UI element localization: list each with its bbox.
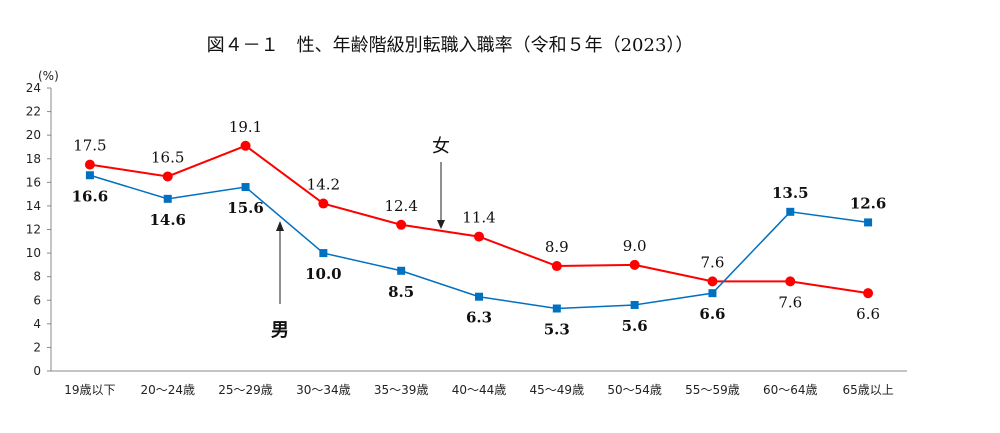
data-point-female (162, 171, 173, 182)
data-point-female (474, 231, 484, 242)
series-line-male (89, 174, 869, 310)
annotation-male: 男 (271, 320, 289, 341)
data-label-female: 16.5 (151, 148, 184, 166)
arrow-female-head (437, 220, 445, 229)
y-tick-label: 24 (26, 81, 41, 95)
data-point-male (630, 300, 639, 309)
data-point-female (318, 198, 329, 209)
data-label-male: 5.6 (622, 317, 648, 335)
data-point-male (864, 218, 873, 227)
data-point-male (319, 249, 328, 258)
data-point-male (397, 266, 406, 275)
data-point-male (163, 194, 172, 203)
data-label-male: 5.3 (544, 321, 570, 339)
x-tick-label: 45～49歳 (530, 383, 585, 397)
data-point-male (786, 207, 795, 216)
data-label-male: 6.6 (699, 305, 725, 323)
data-point-female (707, 276, 718, 287)
y-tick-label: 6 (33, 293, 41, 307)
chart-title: 図４－１ 性、年齢階級別転職入職率（令和５年（2023）） (207, 35, 694, 56)
data-point-male (552, 304, 561, 313)
x-tick-label: 35～39歳 (374, 383, 429, 397)
y-tick-label: 0 (33, 364, 41, 378)
data-label-male: 10.0 (305, 265, 342, 283)
data-point-female (785, 276, 796, 287)
data-label-female: 19.1 (229, 118, 262, 136)
x-tick-label: 20～24歳 (140, 383, 195, 397)
data-point-male (475, 292, 483, 301)
data-point-female (629, 259, 640, 270)
y-tick-label: 8 (33, 270, 41, 284)
x-tick-label: 19歳以下 (64, 383, 115, 397)
data-point-male (241, 183, 250, 192)
data-label-female: 17.5 (73, 137, 106, 155)
data-label-female: 14.2 (307, 176, 340, 194)
x-tick-label: 30～34歳 (296, 383, 351, 397)
data-label-female: 12.4 (384, 197, 417, 215)
y-tick-label: 2 (33, 340, 41, 354)
data-label-male: 15.6 (227, 199, 264, 217)
data-label-male: 12.6 (850, 194, 887, 212)
data-label-male: 16.6 (72, 187, 109, 205)
y-axis-unit: (%) (38, 69, 59, 83)
data-point-female (240, 140, 251, 151)
x-tick-label: 60～64歳 (763, 383, 818, 397)
data-point-male (85, 171, 94, 180)
data-point-female (84, 159, 95, 170)
data-label-female: 6.6 (856, 305, 880, 323)
y-tick-label: 12 (26, 223, 41, 237)
data-point-female (551, 261, 562, 272)
data-label-male: 13.5 (772, 184, 809, 202)
y-tick-label: 18 (26, 152, 41, 166)
x-tick-label: 25～29歳 (218, 383, 273, 397)
x-tick-label: 55～59歳 (685, 383, 740, 397)
data-label-female: 11.4 (462, 209, 495, 227)
data-point-male (708, 289, 717, 298)
y-tick-label: 20 (26, 128, 41, 142)
y-tick-label: 22 (26, 105, 41, 119)
annotation-female: 女 (432, 136, 450, 157)
arrow-male-head (276, 221, 284, 231)
data-label-male: 8.5 (388, 283, 414, 301)
data-label-female: 8.9 (545, 238, 569, 256)
x-tick-label: 40～44歳 (452, 383, 507, 397)
y-tick-label: 14 (26, 199, 41, 213)
data-point-female (863, 288, 874, 299)
data-label-female: 9.0 (623, 237, 647, 255)
x-tick-label: 50～54歳 (607, 383, 662, 397)
data-point-female (396, 219, 407, 230)
data-label-male: 14.6 (149, 211, 186, 229)
y-tick-label: 16 (26, 175, 41, 189)
y-tick-label: 10 (26, 246, 41, 260)
y-tick-label: 4 (33, 317, 41, 331)
data-label-female: 7.6 (701, 253, 725, 271)
data-label-female: 7.6 (778, 293, 802, 311)
x-tick-label: 65歳以上 (842, 383, 893, 397)
data-label-male: 6.3 (466, 309, 492, 327)
